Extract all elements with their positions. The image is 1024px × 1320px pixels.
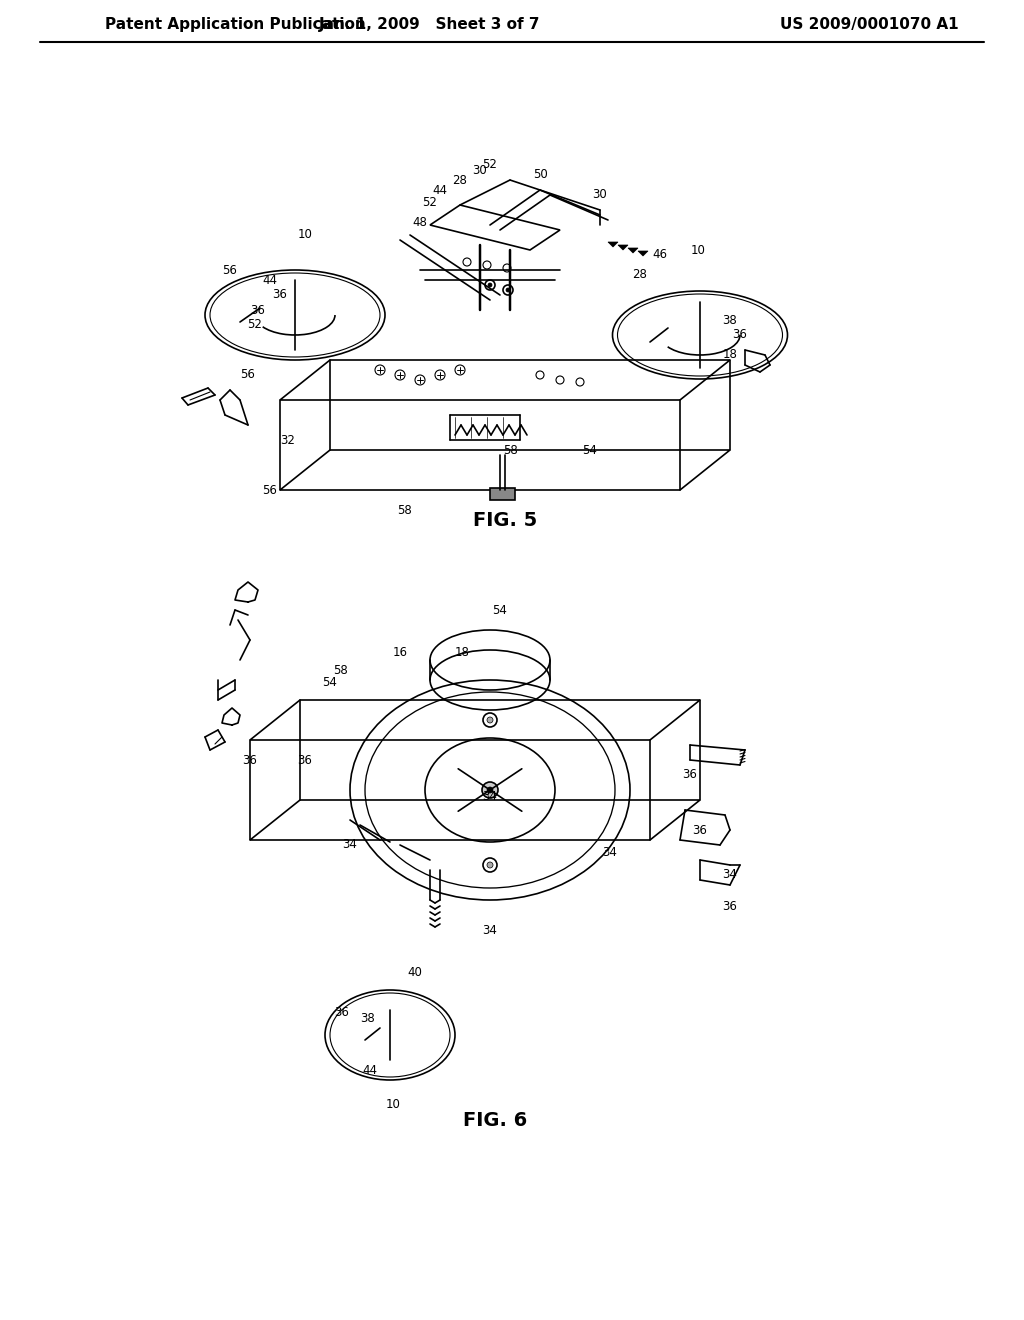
Text: 36: 36: [723, 900, 737, 913]
Text: 36: 36: [692, 824, 708, 837]
Text: 58: 58: [333, 664, 347, 676]
Text: 36: 36: [732, 329, 748, 342]
Text: 32: 32: [281, 433, 296, 446]
Text: 58: 58: [397, 503, 413, 516]
Circle shape: [487, 862, 493, 869]
Text: US 2009/0001070 A1: US 2009/0001070 A1: [780, 17, 958, 33]
Text: 30: 30: [473, 164, 487, 177]
Text: 34: 34: [723, 869, 737, 882]
Text: 54: 54: [583, 444, 597, 457]
Text: 48: 48: [413, 215, 427, 228]
Circle shape: [488, 282, 492, 286]
Text: 58: 58: [503, 444, 517, 457]
Text: 52: 52: [482, 158, 498, 172]
Text: FIG. 6: FIG. 6: [463, 1110, 527, 1130]
Polygon shape: [628, 248, 638, 253]
Text: 44: 44: [432, 183, 447, 197]
Polygon shape: [638, 251, 648, 256]
Text: 10: 10: [298, 228, 312, 242]
Polygon shape: [608, 242, 618, 247]
Text: 18: 18: [723, 348, 737, 362]
Circle shape: [487, 787, 493, 793]
Text: 56: 56: [222, 264, 238, 276]
Text: 34: 34: [482, 924, 498, 936]
Circle shape: [487, 717, 493, 723]
Text: FIG. 5: FIG. 5: [473, 511, 538, 529]
Text: 44: 44: [362, 1064, 378, 1077]
Text: 52: 52: [423, 195, 437, 209]
Polygon shape: [490, 488, 515, 500]
Text: 56: 56: [241, 368, 255, 381]
Text: 34: 34: [602, 846, 617, 858]
Text: 30: 30: [593, 189, 607, 202]
Circle shape: [482, 781, 498, 799]
Text: 28: 28: [453, 173, 467, 186]
Text: Patent Application Publication: Patent Application Publication: [105, 17, 366, 33]
Text: 36: 36: [251, 304, 265, 317]
Text: 36: 36: [683, 768, 697, 781]
Text: 38: 38: [360, 1011, 376, 1024]
Text: 10: 10: [690, 243, 706, 256]
Text: 44: 44: [262, 273, 278, 286]
Text: 40: 40: [408, 965, 423, 978]
Text: 36: 36: [243, 754, 257, 767]
Text: 28: 28: [633, 268, 647, 281]
Text: 50: 50: [532, 169, 548, 181]
Polygon shape: [618, 246, 628, 249]
Text: 36: 36: [298, 754, 312, 767]
Text: 38: 38: [723, 314, 737, 326]
Text: Jan. 1, 2009   Sheet 3 of 7: Jan. 1, 2009 Sheet 3 of 7: [319, 17, 541, 33]
Text: 46: 46: [652, 248, 668, 261]
Text: 36: 36: [335, 1006, 349, 1019]
Text: 56: 56: [262, 483, 278, 496]
Text: 34: 34: [343, 838, 357, 851]
Text: 34: 34: [482, 789, 498, 803]
Text: 52: 52: [248, 318, 262, 331]
Text: 54: 54: [493, 603, 508, 616]
Circle shape: [506, 288, 510, 292]
Text: 18: 18: [455, 645, 469, 659]
Text: 16: 16: [392, 645, 408, 659]
Text: 36: 36: [272, 289, 288, 301]
Text: 10: 10: [386, 1098, 400, 1111]
Text: 54: 54: [323, 676, 338, 689]
